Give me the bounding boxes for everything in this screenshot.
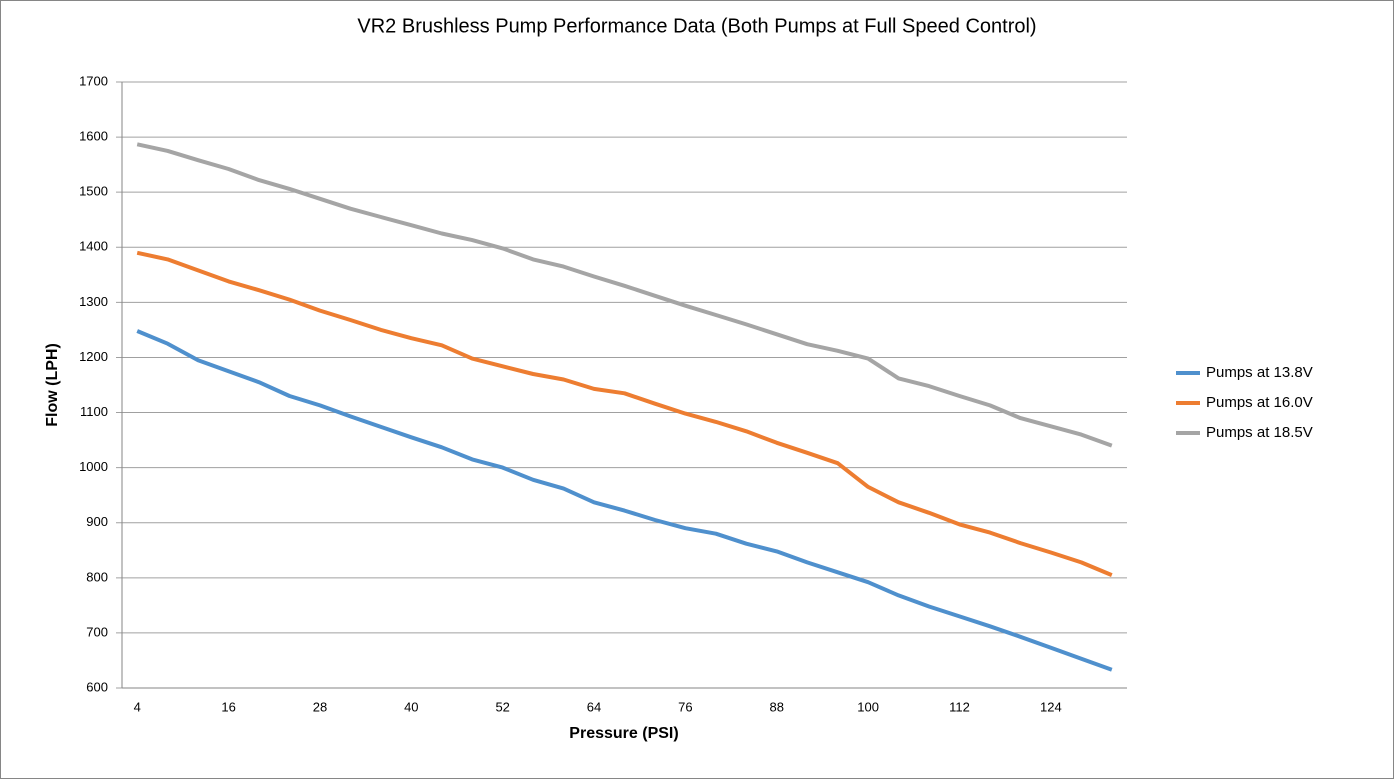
x-tick-label: 52	[495, 699, 509, 714]
y-tick-label: 1500	[79, 184, 108, 199]
x-tick-label: 4	[134, 699, 141, 714]
x-tick-label: 100	[857, 699, 879, 714]
series-line	[136, 250, 1113, 577]
legend-label: Pumps at 16.0V	[1206, 394, 1313, 411]
x-tick-label: 28	[313, 699, 327, 714]
x-tick-label: 76	[678, 699, 692, 714]
y-tick-label: 700	[86, 624, 108, 639]
series-line	[136, 329, 1113, 672]
x-tick-label: 124	[1040, 699, 1062, 714]
x-tick-label: 16	[221, 699, 235, 714]
x-tick-label: 64	[587, 699, 601, 714]
x-tick-label: 112	[949, 699, 970, 714]
y-tick-label: 1000	[79, 459, 108, 474]
y-tick-label: 1100	[80, 404, 108, 419]
y-tick-label: 900	[86, 514, 108, 529]
chart-title: VR2 Brushless Pump Performance Data (Bot…	[357, 15, 1036, 37]
x-tick-label: 88	[770, 699, 784, 714]
x-axis-title: Pressure (PSI)	[569, 725, 678, 742]
series-line	[136, 142, 1113, 448]
legend-label: Pumps at 18.5V	[1206, 424, 1313, 441]
y-tick-label: 600	[86, 679, 108, 694]
y-tick-label: 800	[86, 569, 108, 584]
y-tick-label: 1600	[79, 129, 108, 144]
y-tick-label: 1300	[79, 294, 108, 309]
y-tick-label: 1200	[79, 349, 108, 364]
y-tick-label: 1700	[79, 73, 108, 88]
legend-label: Pumps at 13.8V	[1206, 364, 1313, 381]
y-axis-title: Flow (LPH)	[44, 343, 61, 427]
y-tick-label: 1400	[79, 239, 108, 254]
x-tick-label: 40	[404, 699, 418, 714]
